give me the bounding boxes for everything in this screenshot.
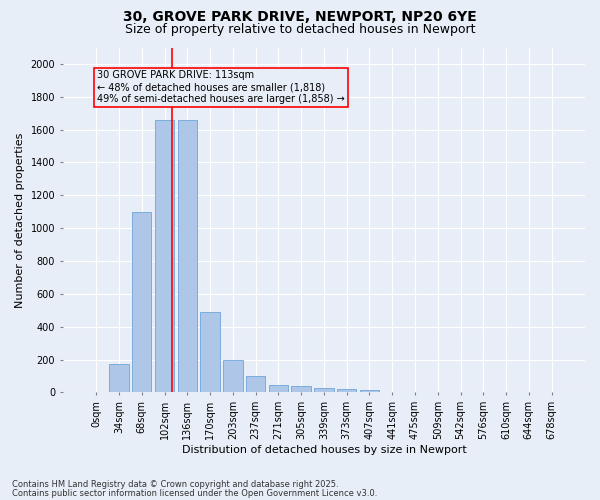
Text: Contains public sector information licensed under the Open Government Licence v3: Contains public sector information licen… [12,488,377,498]
Text: 30, GROVE PARK DRIVE, NEWPORT, NP20 6YE: 30, GROVE PARK DRIVE, NEWPORT, NP20 6YE [123,10,477,24]
Bar [223,360,242,392]
Y-axis label: Number of detached properties: Number of detached properties [15,132,25,308]
Bar [155,120,174,392]
Bar [314,388,334,392]
Bar [269,385,288,392]
Bar [178,120,197,392]
Bar [360,390,379,392]
Bar [132,212,151,392]
Bar [292,386,311,392]
Bar [246,376,265,392]
Bar [109,364,128,392]
Bar [200,312,220,392]
Text: 30 GROVE PARK DRIVE: 113sqm
← 48% of detached houses are smaller (1,818)
49% of : 30 GROVE PARK DRIVE: 113sqm ← 48% of det… [97,70,344,104]
X-axis label: Distribution of detached houses by size in Newport: Distribution of detached houses by size … [182,445,466,455]
Text: Contains HM Land Registry data © Crown copyright and database right 2025.: Contains HM Land Registry data © Crown c… [12,480,338,489]
Text: Size of property relative to detached houses in Newport: Size of property relative to detached ho… [125,22,475,36]
Bar [337,389,356,392]
